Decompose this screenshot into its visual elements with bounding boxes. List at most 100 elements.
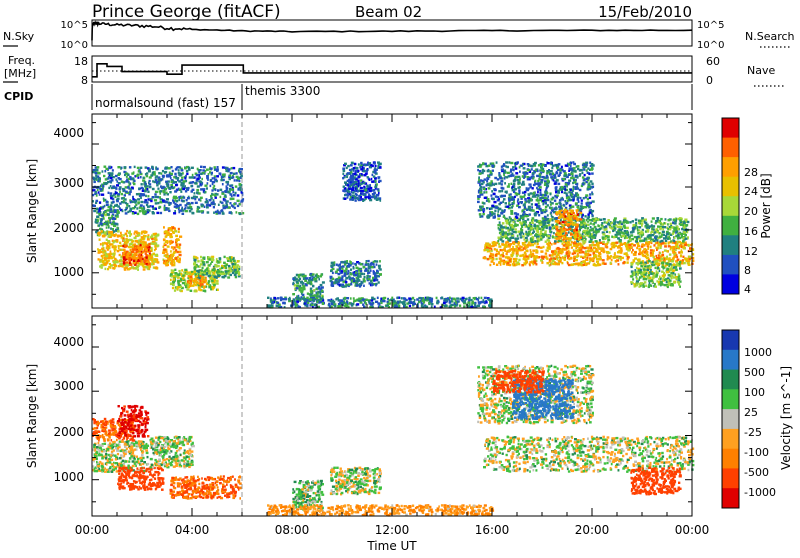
heatmap-cell (610, 248, 613, 250)
heatmap-cell (317, 301, 319, 303)
heatmap-cell (373, 189, 375, 191)
heatmap-cell (140, 204, 143, 206)
heatmap-cell (230, 193, 232, 195)
heatmap-cell (108, 225, 110, 227)
heatmap-cell (363, 266, 366, 268)
heatmap-cell (371, 181, 374, 183)
heatmap-cell (237, 194, 240, 196)
heatmap-cell (177, 288, 179, 290)
heatmap-cell (554, 250, 557, 252)
heatmap-cell (367, 263, 369, 265)
heatmap-cell (115, 178, 117, 180)
heatmap-cell (186, 199, 188, 201)
heatmap-cell (125, 267, 128, 269)
heatmap-cell (143, 246, 145, 248)
heatmap-cell (106, 222, 109, 224)
heatmap-cell (661, 240, 664, 242)
heatmap-cell (494, 248, 496, 250)
heatmap-cell (125, 202, 127, 204)
heatmap-cell (152, 243, 154, 245)
heatmap-cell (198, 210, 201, 212)
heatmap-cell (668, 242, 670, 244)
heatmap-cell (500, 249, 502, 251)
heatmap-cell (362, 193, 365, 195)
heatmap-cell (516, 255, 518, 257)
heatmap-cell (673, 256, 675, 258)
heatmap-cell (206, 169, 209, 171)
heatmap-cell (350, 194, 352, 196)
heatmap-cell (366, 164, 369, 166)
heatmap-cell (509, 260, 511, 262)
heatmap-cell (171, 269, 173, 271)
heatmap-cell (98, 251, 101, 253)
heatmap-cell (190, 280, 192, 282)
heatmap-cell (304, 280, 307, 282)
heatmap-cell (152, 180, 154, 182)
heatmap-cell (99, 193, 101, 195)
heatmap-cell (468, 299, 470, 301)
heatmap-cell (318, 278, 320, 280)
heatmap-cell (164, 171, 167, 173)
heatmap-cell (358, 176, 361, 178)
heatmap-cell (95, 221, 97, 223)
heatmap-cell (350, 269, 352, 271)
heatmap-cell (633, 260, 635, 262)
heatmap-cell (500, 238, 502, 240)
heatmap-cell (593, 264, 595, 266)
heatmap-cell (217, 289, 219, 291)
heatmap-cell (186, 188, 188, 190)
heatmap-cell (121, 193, 124, 195)
heatmap-cell (179, 251, 182, 253)
heatmap-cell (378, 192, 380, 194)
heatmap-cell (224, 199, 226, 201)
heatmap-cell (119, 178, 122, 180)
heatmap-cell (186, 273, 189, 275)
heatmap-cell (147, 238, 150, 240)
heatmap-cell (230, 274, 233, 276)
heatmap-cell (535, 249, 537, 251)
heatmap-cell (344, 194, 346, 196)
heatmap-cell (220, 189, 223, 191)
heatmap-cell (575, 250, 577, 252)
heatmap-cell (193, 263, 196, 265)
heatmap-cell (106, 261, 108, 263)
heatmap-cell (671, 226, 673, 228)
heatmap-cell (142, 265, 144, 267)
heatmap-cell (170, 173, 173, 175)
heatmap-cell (107, 248, 109, 250)
heatmap-cell (183, 180, 186, 182)
heatmap-cell (155, 254, 158, 256)
heatmap-cell (144, 190, 147, 192)
heatmap-cell (119, 242, 121, 244)
heatmap-cell (441, 297, 443, 299)
heatmap-cell (196, 281, 198, 283)
heatmap-cell (572, 253, 575, 255)
heatmap-cell (536, 246, 538, 248)
heatmap-cell (212, 177, 214, 179)
heatmap-cell (220, 210, 222, 212)
heatmap-cell (500, 233, 502, 235)
heatmap-cell (627, 221, 629, 223)
heatmap-cell (314, 294, 317, 296)
heatmap-cell (476, 298, 478, 300)
heatmap-cell (234, 179, 236, 181)
heatmap-cell (607, 236, 610, 238)
heatmap-cell (545, 252, 547, 254)
heatmap-cell (334, 281, 336, 283)
heatmap-cell (110, 208, 112, 210)
heatmap-cell (124, 194, 126, 196)
heatmap-cell (237, 200, 240, 202)
heatmap-cell (211, 189, 213, 191)
heatmap-cell (379, 166, 382, 168)
heatmap-cell (170, 263, 173, 265)
heatmap-cell (196, 178, 199, 180)
heatmap-cell (375, 165, 377, 167)
heatmap-cell (155, 235, 158, 237)
heatmap-cell (510, 254, 512, 256)
heatmap-cell (119, 260, 121, 262)
heatmap-cell (137, 201, 140, 203)
heatmap-cell (372, 193, 374, 195)
heatmap-cell (684, 257, 687, 259)
heatmap-cell (641, 222, 643, 224)
